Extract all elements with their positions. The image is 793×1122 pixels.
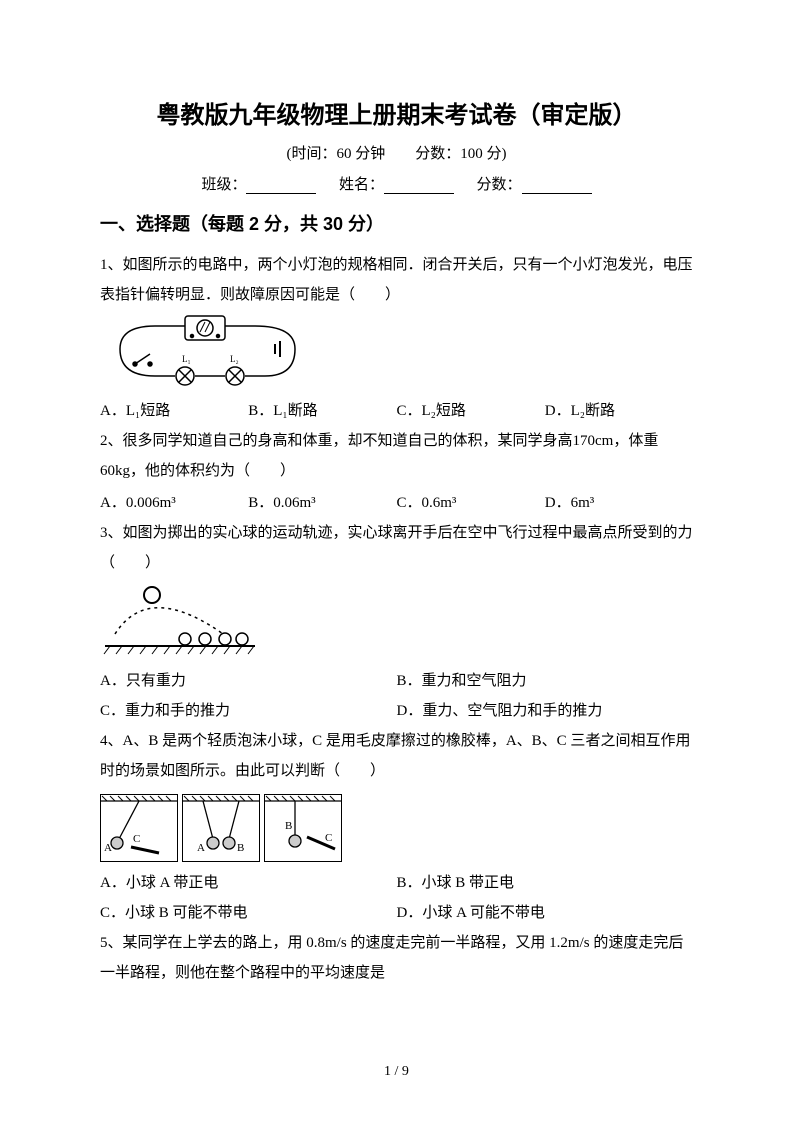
q3-opt-b: B．重力和空气阻力 <box>397 666 694 696</box>
q1-opt-c: C．L₂短路 <box>397 396 545 426</box>
q3-opt-d: D．重力、空气阻力和手的推力 <box>397 696 694 726</box>
page-title: 粤教版九年级物理上册期末考试卷（审定版） <box>100 95 693 130</box>
subtitle: (时间：60 分钟 分数：100 分) <box>100 142 693 163</box>
q1-opt-b: B．L₁断路 <box>248 396 396 426</box>
svg-text:L₁: L₁ <box>182 354 191 364</box>
q4-opt-a: A．小球 A 带正电 <box>100 868 397 898</box>
question-3: 3、如图为掷出的实心球的运动轨迹，实心球离开手后在空中飞行过程中最高点所受到的力… <box>100 518 693 578</box>
q2-text: 2、很多同学知道自己的身高和体重，却不知道自己的体积，某同学身高170cm，体重… <box>100 426 693 486</box>
q4-text: 4、A、B 是两个轻质泡沫小球，C 是用毛皮摩擦过的橡胶棒，A、B、C 三者之间… <box>100 726 693 786</box>
class-label: 班级： <box>201 177 246 193</box>
score-blank <box>522 178 592 194</box>
box1-label-a: A <box>104 842 112 854</box>
svg-text:L₂: L₂ <box>230 354 239 364</box>
class-blank <box>246 178 316 194</box>
q4-diagram-boxes: A C A B B <box>100 794 693 862</box>
section-1-header: 一、选择题（每题 2 分，共 30 分） <box>100 210 693 236</box>
question-5: 5、某同学在上学去的路上，用 0.8m/s 的速度走完前一半路程，又用 1.2m… <box>100 928 693 988</box>
page-footer: 1 / 9 <box>0 1064 793 1080</box>
name-blank <box>384 178 454 194</box>
q4-box-1: A C <box>100 794 178 862</box>
q3-opt-a: A．只有重力 <box>100 666 397 696</box>
q2-options: A．0.006m³ B．0.06m³ C．0.6m³ D．6m³ <box>100 488 693 518</box>
q4-opt-d: D．小球 A 可能不带电 <box>397 898 694 928</box>
q5-text: 5、某同学在上学去的路上，用 0.8m/s 的速度走完前一半路程，又用 1.2m… <box>100 928 693 988</box>
q3-opt-c: C．重力和手的推力 <box>100 696 397 726</box>
box1-label-c: C <box>133 833 140 845</box>
q1-circuit-diagram: L₁ L₂ <box>100 314 693 394</box>
score-label: 分数： <box>477 177 522 193</box>
q1-options: A．L₁短路 B．L₁断路 C．L₂短路 D．L₂断路 <box>100 396 693 426</box>
q2-opt-c: C．0.6m³ <box>397 488 545 518</box>
q3-trajectory-diagram <box>100 584 693 664</box>
box3-label-c: C <box>325 832 332 844</box>
question-4: 4、A、B 是两个轻质泡沫小球，C 是用毛皮摩擦过的橡胶棒，A、B、C 三者之间… <box>100 726 693 786</box>
q4-options-row1: A．小球 A 带正电 B．小球 B 带正电 <box>100 868 693 898</box>
question-2: 2、很多同学知道自己的身高和体重，却不知道自己的体积，某同学身高170cm，体重… <box>100 426 693 486</box>
question-1: 1、如图所示的电路中，两个小灯泡的规格相同．闭合开关后，只有一个小灯泡发光，电压… <box>100 250 693 310</box>
q4-opt-c: C．小球 B 可能不带电 <box>100 898 397 928</box>
box3-label-b: B <box>285 820 292 832</box>
info-line: 班级： 姓名： 分数： <box>100 173 693 194</box>
q3-options-row1: A．只有重力 B．重力和空气阻力 <box>100 666 693 696</box>
q2-opt-a: A．0.006m³ <box>100 488 248 518</box>
box2-label-b: B <box>237 842 244 854</box>
q2-opt-b: B．0.06m³ <box>248 488 396 518</box>
q1-text: 1、如图所示的电路中，两个小灯泡的规格相同．闭合开关后，只有一个小灯泡发光，电压… <box>100 250 693 310</box>
q1-opt-d: D．L₂断路 <box>545 396 693 426</box>
box2-label-a: A <box>197 842 205 854</box>
q4-box-2: A B <box>182 794 260 862</box>
q1-opt-a: A．L₁短路 <box>100 396 248 426</box>
q4-options-row2: C．小球 B 可能不带电 D．小球 A 可能不带电 <box>100 898 693 928</box>
name-label: 姓名： <box>339 177 384 193</box>
q4-opt-b: B．小球 B 带正电 <box>397 868 694 898</box>
q2-opt-d: D．6m³ <box>545 488 693 518</box>
q3-text: 3、如图为掷出的实心球的运动轨迹，实心球离开手后在空中飞行过程中最高点所受到的力… <box>100 518 693 578</box>
q4-box-3: B C <box>264 794 342 862</box>
q3-options-row2: C．重力和手的推力 D．重力、空气阻力和手的推力 <box>100 696 693 726</box>
